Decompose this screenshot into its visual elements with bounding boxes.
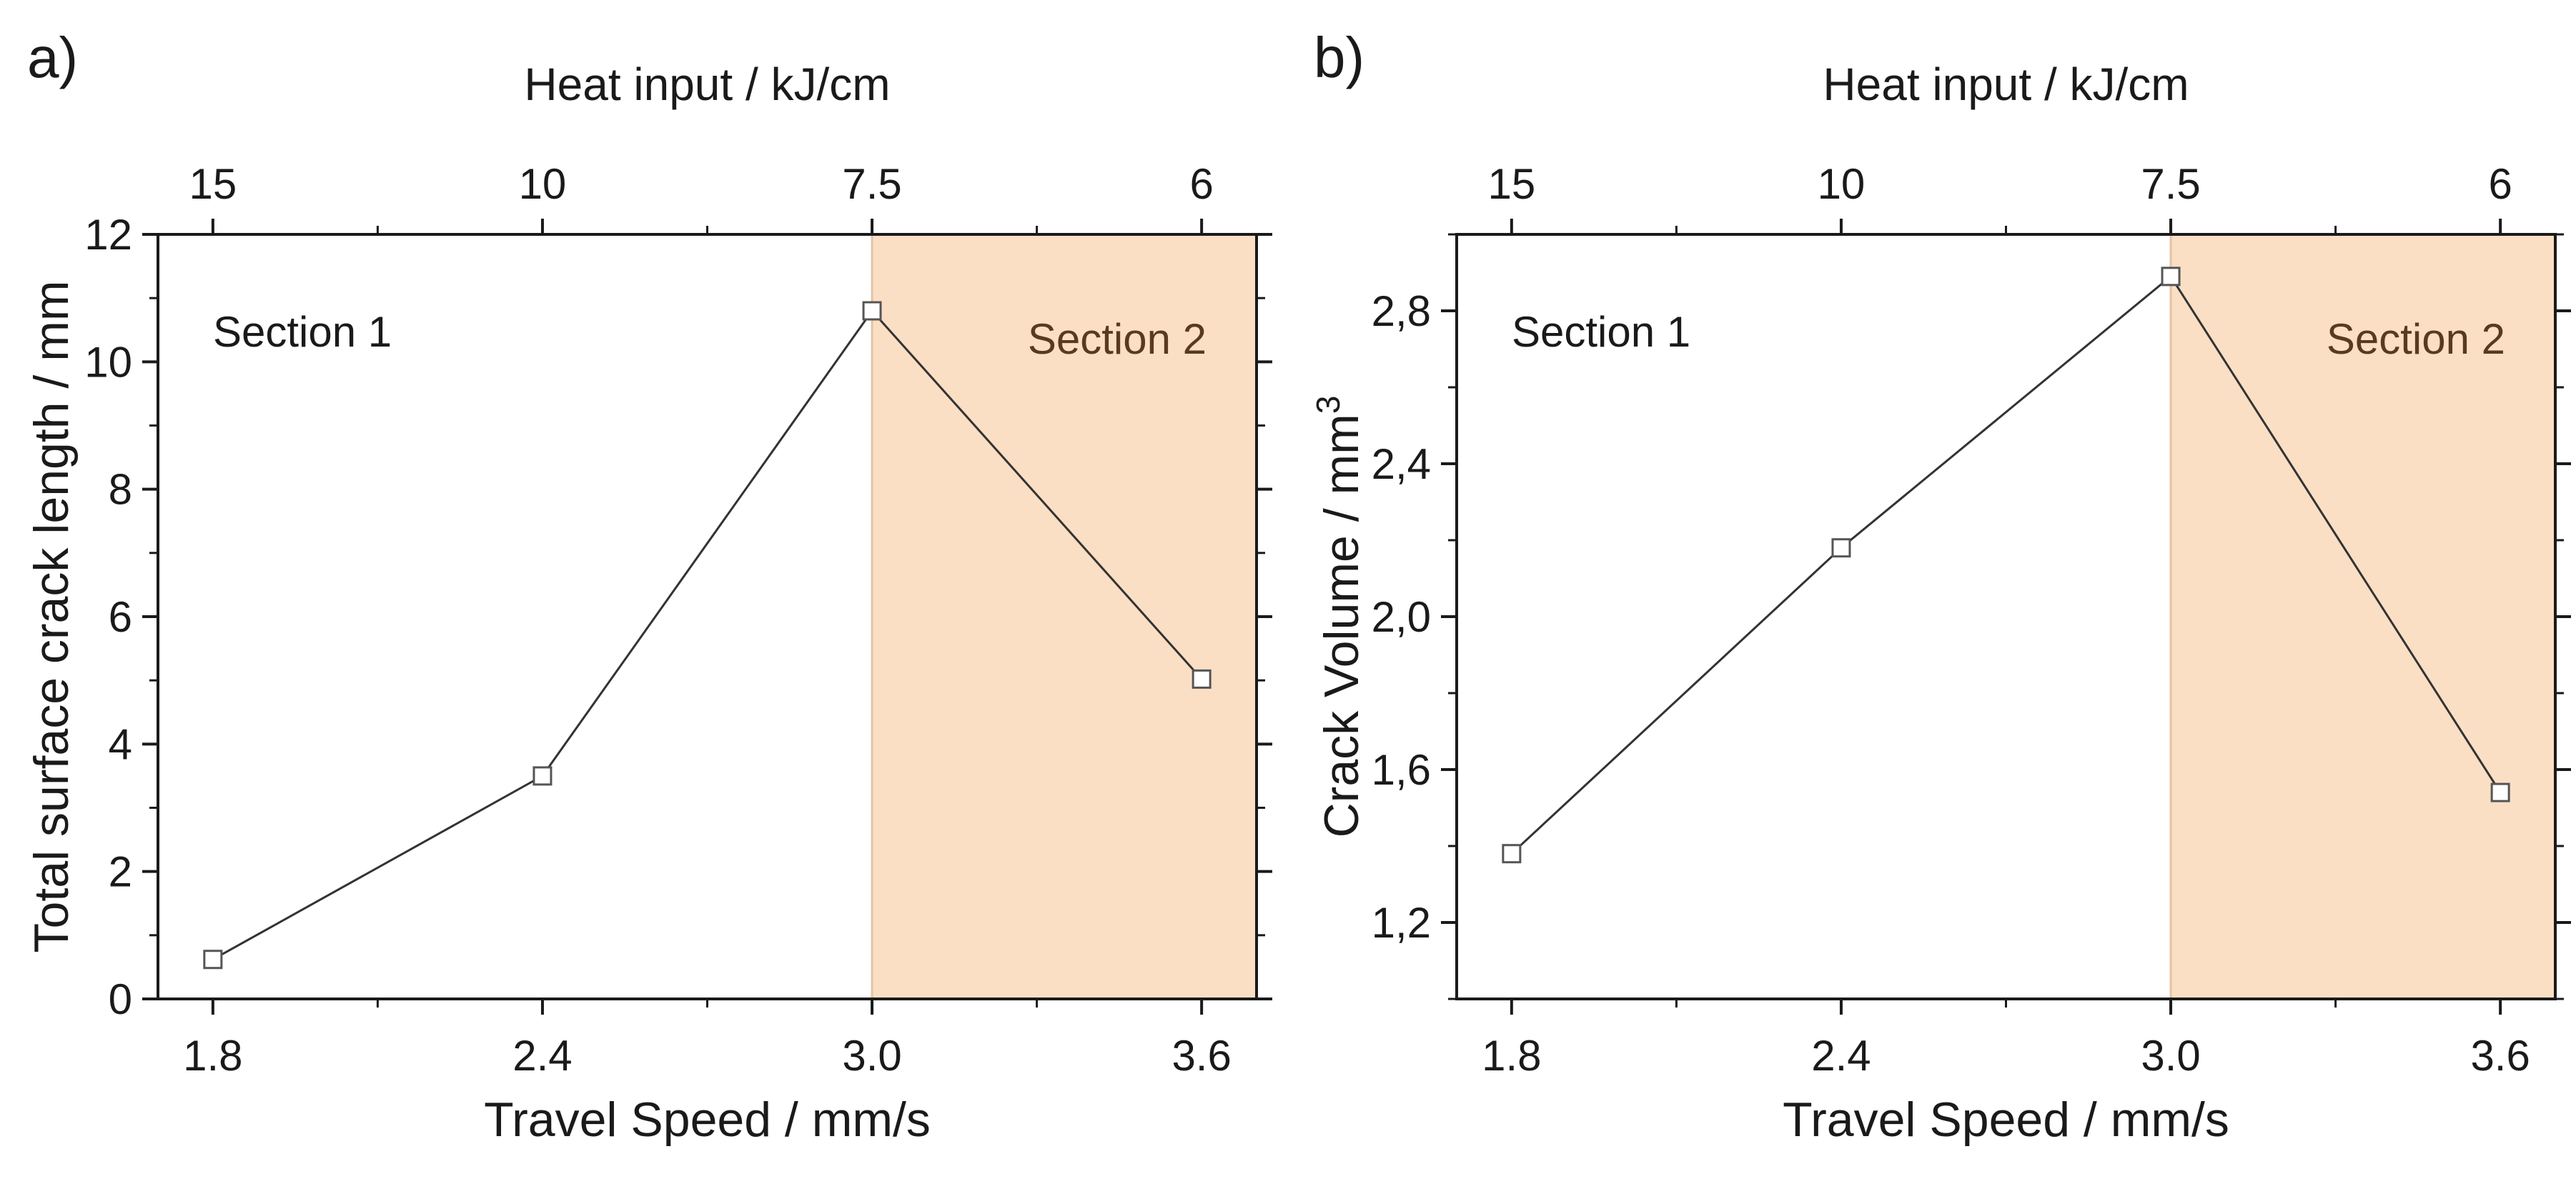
y-tick-label: 1,2 [1372,899,1431,947]
y-tick-label: 2 [109,848,132,896]
panel-label: a) [27,26,78,89]
y-tick-label: 2,0 [1372,593,1431,641]
y-axis-title-superscript: 3 [1309,396,1347,414]
y-tick-label: 1,6 [1372,746,1431,794]
data-point [203,950,223,970]
section-2-label: Section 2 [1028,315,1207,363]
top-x-tick-label: 15 [1487,160,1535,208]
x-tick-label: 3.6 [2470,1032,2530,1080]
y-tick-label: 10 [84,338,132,386]
x-tick-label: 2.4 [1811,1032,1871,1080]
section-2-shading [872,234,1257,999]
y-tick-label: 2,4 [1372,440,1431,488]
top-x-tick-label: 10 [1818,160,1866,208]
section-2-label: Section 2 [2327,315,2505,363]
y-axis-title: Crack Volume / mm3 [1309,396,1369,838]
x-tick-label: 3.0 [842,1032,901,1080]
data-point [1502,844,1522,864]
data-point [1192,669,1212,689]
x-tick-label: 3.6 [1171,1032,1231,1080]
y-tick-label: 0 [109,975,132,1023]
data-point [2161,267,2181,287]
top-x-tick-label: 6 [2488,160,2512,208]
panel-label: b) [1314,26,1364,89]
section-1-label: Section 1 [213,308,392,356]
chart-panel-0: a) Heat input / kJ/cm 1.8 15 2.4 10 3.0 7.5 3.6 6… [24,26,1272,1147]
x-tick-label: 3.0 [2141,1032,2200,1080]
x-axis-title: Travel Speed / mm/s [1783,1093,2229,1147]
section-1-label: Section 1 [1512,308,1690,356]
y-tick-label: 12 [84,211,132,259]
top-x-tick-label: 15 [189,160,237,208]
data-point [2490,782,2510,802]
data-point [1831,538,1851,558]
top-x-tick-label: 7.5 [842,160,901,208]
section-2-shading [2171,234,2555,999]
y-axis-title-text: Total surface crack length / mm [24,280,79,952]
y-axis-title: Total surface crack length / mm [24,280,79,952]
y-tick-label: 8 [109,466,132,514]
top-x-tick-label: 6 [1189,160,1213,208]
x-axis-title: Travel Speed / mm/s [484,1093,931,1147]
data-point [532,766,553,786]
y-axis-title-text: Crack Volume / mm [1314,414,1369,837]
top-axis-title: Heat input / kJ/cm [524,59,890,110]
x-tick-label: 2.4 [512,1032,572,1080]
y-tick-label: 2,8 [1372,287,1431,335]
x-tick-label: 1.8 [183,1032,242,1080]
data-line [1510,274,2502,855]
top-x-tick-label: 7.5 [2141,160,2200,208]
top-axis-title: Heat input / kJ/cm [1823,59,2189,110]
chart-panel-1: b) Heat input / kJ/cm 1.8 15 2.4 10 3.0 7.5 3.6 6… [1309,26,2571,1147]
top-x-tick-label: 10 [519,160,567,208]
y-tick-label: 4 [109,720,132,768]
y-tick-label: 6 [109,593,132,641]
x-tick-label: 1.8 [1482,1032,1541,1080]
data-point [862,301,882,321]
data-line [212,309,1203,961]
